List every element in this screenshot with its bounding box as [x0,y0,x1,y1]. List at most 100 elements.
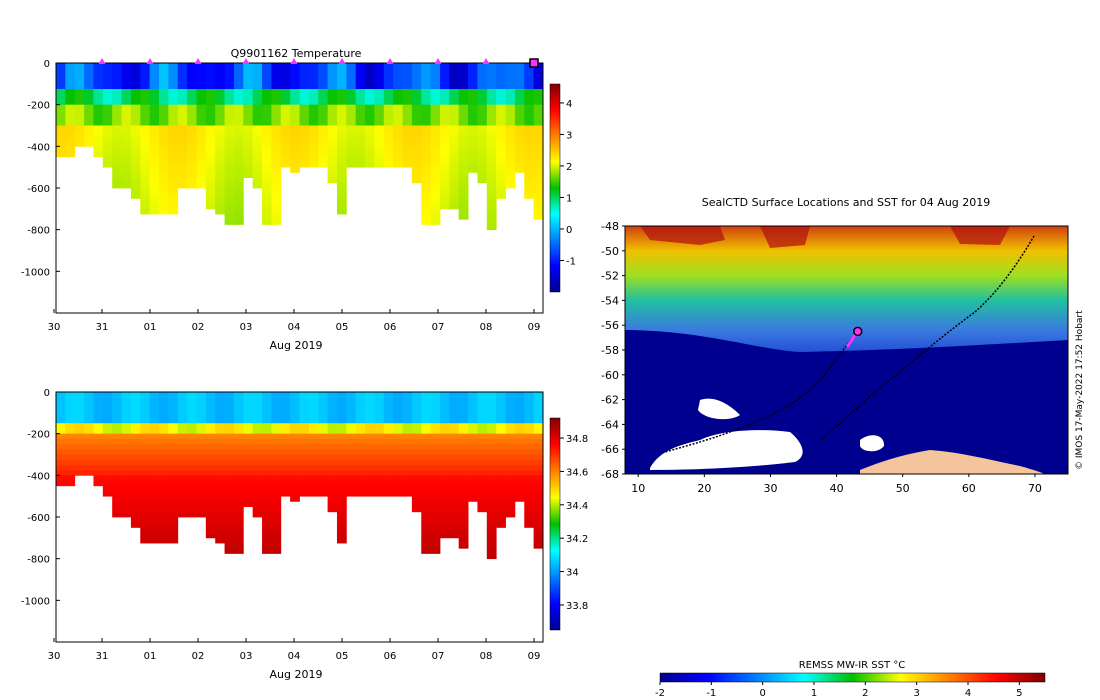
section-cell [430,464,441,471]
section-cell [393,73,403,80]
section-cell [112,490,122,497]
section-cell [196,407,207,414]
section-cell [168,438,179,445]
section-cell [121,120,132,126]
section-cell [514,130,525,137]
section-cell [374,433,385,440]
section-cell [74,120,85,126]
section-cell [327,83,338,90]
section-cell [205,454,216,461]
section-cell [215,506,225,513]
section-cell [233,490,244,497]
section-cell [449,490,460,497]
section-cell [168,89,179,95]
section-cell [336,151,347,158]
section-cell [196,501,207,507]
section-cell [486,470,497,476]
section-cell [140,454,151,461]
section-cell [159,407,169,414]
section-cell [262,418,272,424]
surface-markers [98,58,539,68]
section-cell [280,78,291,85]
section-cell [149,125,160,132]
section-cell [365,120,375,126]
section-cell [177,454,188,461]
section-cell [102,407,113,414]
section-cell [224,459,235,466]
section-cell [514,459,525,466]
section-cell [271,78,282,85]
section-cell [458,188,469,194]
section-cell [224,392,235,398]
section-cell [224,182,235,189]
section-cell [468,146,478,152]
section-cell [233,203,244,210]
section-cell [168,433,179,440]
section-cell [74,407,85,414]
section-cell [159,135,169,142]
y-tick-label: -600 [27,513,50,524]
section-cell [168,156,179,163]
section-cell [336,135,347,142]
x-tick-label: 30 [48,322,61,333]
section-cell [233,459,244,466]
section-cell [449,109,460,116]
section-cell [271,161,282,168]
section-cell [224,141,235,147]
section-cell [243,78,254,85]
section-cell [65,104,76,111]
section-cell [121,182,132,189]
section-cell [74,63,85,69]
section-cell [439,501,450,507]
section-cell [524,146,535,152]
section-cell [121,115,132,121]
section-cell [383,68,394,74]
section-cell [439,511,450,518]
section-cell [271,501,282,507]
section-cell [290,151,300,158]
section-cell [318,454,328,461]
section-cell [299,444,310,450]
section-cell [402,156,413,163]
section-cell [308,120,319,126]
section-cell [468,135,478,142]
section-cell [365,402,375,409]
section-cell [430,392,441,398]
section-cell [486,459,497,466]
section-cell [430,527,441,534]
section-cell [496,392,506,398]
section-cell [299,94,310,100]
section-cell [308,135,319,142]
section-cell [524,485,535,492]
section-cell [271,454,282,461]
section-cell [233,418,244,424]
section-cell [477,141,488,147]
section-cell [271,470,282,476]
section-cell [271,459,282,466]
section-cell [56,449,66,455]
section-cell [524,433,535,440]
section-cell [496,496,506,502]
section-cell [149,141,160,147]
section-cell [65,444,76,450]
section-cell [243,125,254,132]
section-cell [468,78,478,85]
section-cell [224,532,235,539]
section-cell [505,156,516,163]
section-cell [336,208,347,215]
section-cell [262,94,272,100]
section-cell [233,115,244,121]
section-cell [402,444,413,450]
section-cell [496,99,506,106]
section-cell [102,73,113,80]
section-cell [130,94,141,100]
section-cell [458,470,469,476]
section-cell [215,423,225,429]
section-cell [421,99,432,106]
section-cell [505,104,516,111]
section-cell [205,94,216,100]
section-cell [486,68,497,74]
section-cell [383,156,394,163]
section-cell [215,89,225,95]
section-cell [365,73,375,80]
